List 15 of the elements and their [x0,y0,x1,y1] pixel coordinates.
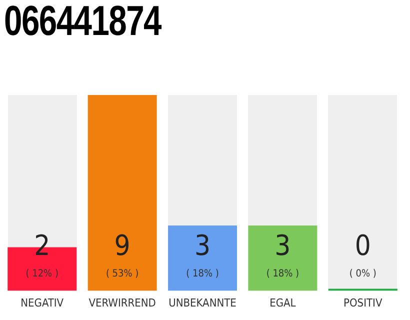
annotation: ( 0% ) [349,268,376,280]
annotation: ( 53% ) [106,268,139,280]
x-tick-label: POSITIV [344,296,382,310]
data-label: 3 [274,229,291,262]
data-label: 9 [114,229,130,262]
annotation: ( 18% ) [266,268,300,280]
x-tick-label: VERWIRREND [88,296,156,310]
x-tick-label: EGAL [270,296,296,310]
x-tick-label: NEGATIV [20,296,64,310]
data-label: 0 [354,229,371,262]
annotation: ( 12% ) [26,268,58,280]
chart-title: 066441874 [4,0,161,44]
data-label: 3 [194,229,211,262]
annotation: ( 18% ) [186,268,219,280]
x-tick-label: UNBEKANNTE [168,296,236,310]
